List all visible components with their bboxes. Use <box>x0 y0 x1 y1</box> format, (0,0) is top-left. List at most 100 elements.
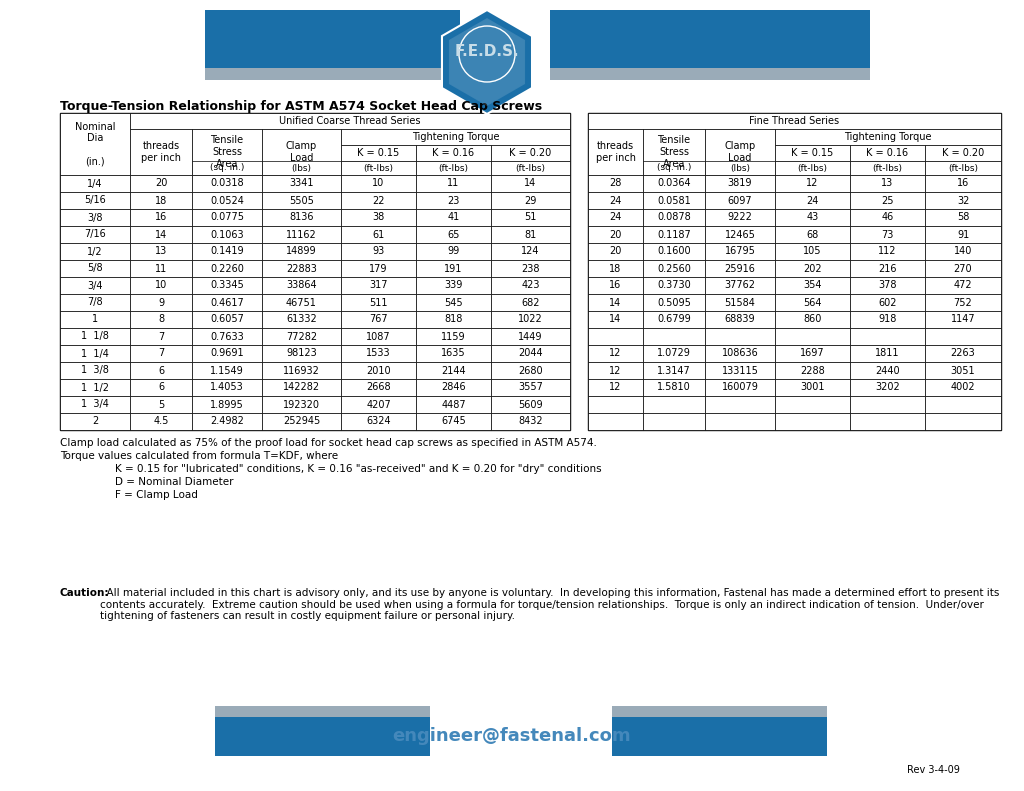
Bar <box>416 209 490 226</box>
Bar <box>925 209 1001 226</box>
Bar <box>193 277 262 294</box>
Text: 0.3730: 0.3730 <box>657 281 691 290</box>
Bar <box>490 311 570 328</box>
Text: 14: 14 <box>155 229 167 240</box>
Bar <box>850 243 925 260</box>
Bar <box>416 413 490 430</box>
Text: 1.5810: 1.5810 <box>657 383 691 392</box>
Bar <box>588 413 643 430</box>
Text: Clamp load calculated as 75% of the proof load for socket head cap screws as spe: Clamp load calculated as 75% of the proo… <box>60 438 597 448</box>
Bar <box>490 328 570 345</box>
Bar <box>193 192 262 209</box>
Text: 4207: 4207 <box>367 399 391 410</box>
Text: 25: 25 <box>882 195 894 206</box>
Bar <box>341 175 416 192</box>
Text: 767: 767 <box>370 315 388 324</box>
Text: 270: 270 <box>953 263 973 274</box>
Bar <box>130 311 193 328</box>
Text: 3051: 3051 <box>950 365 975 376</box>
Bar <box>775 226 850 243</box>
Text: Torque values calculated from formula T=KDF, where: Torque values calculated from formula T=… <box>60 451 338 461</box>
Text: 12: 12 <box>806 179 818 188</box>
Text: engineer@fastenal.com: engineer@fastenal.com <box>392 727 632 745</box>
Text: 11162: 11162 <box>286 229 316 240</box>
Bar <box>205 10 460 70</box>
Bar <box>850 413 925 430</box>
Bar <box>705 129 775 175</box>
Bar <box>775 277 850 294</box>
Bar <box>341 345 416 362</box>
Bar <box>341 243 416 260</box>
Text: 24: 24 <box>609 195 622 206</box>
Text: 3341: 3341 <box>289 179 313 188</box>
Text: 43: 43 <box>806 213 818 222</box>
Bar <box>705 294 775 311</box>
Text: 2: 2 <box>92 417 98 426</box>
Bar <box>588 129 643 175</box>
Bar <box>925 413 1001 430</box>
Bar <box>416 362 490 379</box>
Text: 133115: 133115 <box>722 365 759 376</box>
Text: 2263: 2263 <box>950 349 976 358</box>
Text: 1.4053: 1.4053 <box>210 383 244 392</box>
Text: 112: 112 <box>879 247 897 256</box>
Bar <box>262 175 341 192</box>
Text: K = 0.16: K = 0.16 <box>432 148 474 158</box>
Bar <box>130 328 193 345</box>
Text: (ft-lbs): (ft-lbs) <box>364 164 393 172</box>
Bar <box>925 396 1001 413</box>
Text: 20: 20 <box>155 179 167 188</box>
Text: 2144: 2144 <box>441 365 466 376</box>
Text: 24: 24 <box>609 213 622 222</box>
Text: 2010: 2010 <box>367 365 391 376</box>
Text: 179: 179 <box>370 263 388 274</box>
Text: 3557: 3557 <box>518 383 543 392</box>
Bar <box>643 345 705 362</box>
Text: 0.1600: 0.1600 <box>657 247 691 256</box>
Bar <box>341 362 416 379</box>
Bar <box>925 145 1001 161</box>
Text: 37762: 37762 <box>725 281 756 290</box>
Text: Caution:: Caution: <box>60 588 110 598</box>
Text: 3819: 3819 <box>728 179 753 188</box>
Text: 46: 46 <box>882 213 894 222</box>
Text: 4487: 4487 <box>441 399 466 410</box>
Bar <box>705 345 775 362</box>
Text: 602: 602 <box>879 297 897 308</box>
Bar <box>643 362 705 379</box>
Bar <box>643 328 705 345</box>
Text: 472: 472 <box>953 281 973 290</box>
Bar <box>925 362 1001 379</box>
Text: 216: 216 <box>879 263 897 274</box>
Text: 2668: 2668 <box>367 383 391 392</box>
Text: 0.4617: 0.4617 <box>210 297 244 308</box>
Bar <box>705 311 775 328</box>
Text: 160079: 160079 <box>722 383 759 392</box>
Text: 339: 339 <box>444 281 463 290</box>
Bar <box>130 379 193 396</box>
Text: 1  1/2: 1 1/2 <box>81 383 109 392</box>
Bar <box>215 716 430 756</box>
Text: 51: 51 <box>524 213 537 222</box>
Bar <box>643 277 705 294</box>
Bar <box>341 328 416 345</box>
Bar <box>416 311 490 328</box>
Text: 202: 202 <box>803 263 822 274</box>
Text: 32: 32 <box>956 195 969 206</box>
Bar <box>341 209 416 226</box>
Bar <box>850 362 925 379</box>
Text: 545: 545 <box>444 297 463 308</box>
Bar <box>588 362 643 379</box>
Text: K = 0.15 for "lubricated" conditions, K = 0.16 "as-received" and K = 0.20 for "d: K = 0.15 for "lubricated" conditions, K … <box>115 464 602 474</box>
Text: K = 0.15: K = 0.15 <box>357 148 399 158</box>
Bar <box>416 345 490 362</box>
Bar <box>60 226 130 243</box>
Text: 0.1419: 0.1419 <box>210 247 244 256</box>
Bar <box>490 161 570 175</box>
Text: K = 0.16: K = 0.16 <box>866 148 908 158</box>
Text: 1/4: 1/4 <box>87 179 102 188</box>
Bar <box>643 243 705 260</box>
Bar <box>850 311 925 328</box>
Text: 0.0775: 0.0775 <box>210 213 244 222</box>
Bar <box>193 243 262 260</box>
